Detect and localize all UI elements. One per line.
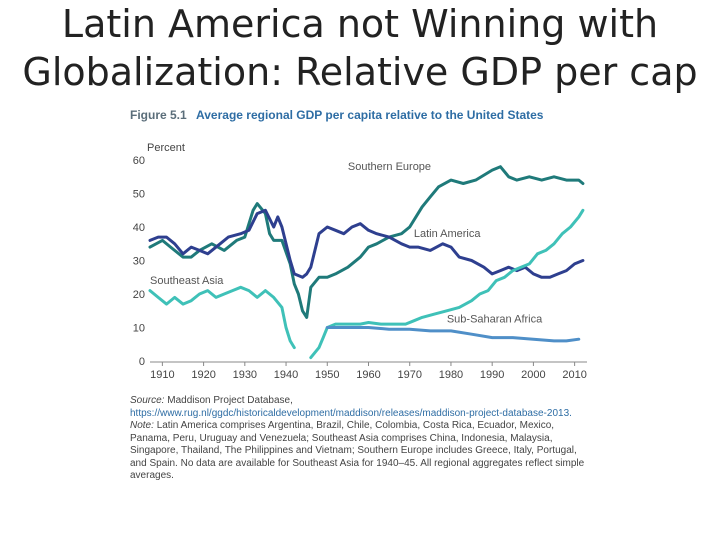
x-tick-label: 1990 bbox=[480, 369, 504, 381]
figure-label: Figure 5.1 bbox=[130, 108, 187, 122]
x-tick-label: 2000 bbox=[521, 369, 545, 381]
y-axis-label: Percent bbox=[147, 142, 185, 154]
series-label-southeast-asia: Southeast Asia bbox=[150, 275, 224, 287]
x-tick-label: 1980 bbox=[439, 369, 463, 381]
source-text: Maddison Project Database, bbox=[167, 395, 293, 406]
series-label-southern-europe: Southern Europe bbox=[348, 161, 431, 173]
figure-header: Figure 5.1 Average regional GDP per capi… bbox=[130, 108, 543, 122]
y-tick-label: 30 bbox=[133, 256, 145, 268]
series-line-southeast-asia bbox=[148, 285, 296, 350]
series-line-sub-saharan-africa bbox=[325, 326, 581, 343]
series-line-latin-america bbox=[148, 208, 585, 279]
note-label: Note: bbox=[130, 420, 154, 431]
x-tick-label: 1920 bbox=[191, 369, 215, 381]
figure-title: Average regional GDP per capita relative… bbox=[196, 108, 544, 122]
y-tick-label: 10 bbox=[133, 323, 145, 335]
x-tick-label: 1960 bbox=[356, 369, 380, 381]
source-link[interactable]: https://www.rug.nl/ggdc/historicaldevelo… bbox=[130, 407, 572, 419]
source-line: Source: Maddison Project Database, https… bbox=[130, 395, 590, 420]
series-label-latin-america: Latin America bbox=[414, 228, 482, 240]
x-tick-label: 2010 bbox=[562, 369, 586, 381]
y-tick-label: 0 bbox=[139, 356, 145, 368]
y-tick-label: 40 bbox=[133, 222, 145, 234]
x-tick-label: 1950 bbox=[315, 369, 339, 381]
series-line-southeast-asia bbox=[309, 208, 585, 360]
series-line-southern-europe bbox=[148, 165, 585, 319]
x-tick-label: 1910 bbox=[150, 369, 174, 381]
slide-title-line-2: Globalization: Relative GDP per cap bbox=[22, 50, 698, 94]
series-label-sub-saharan-africa: Sub-Saharan Africa bbox=[447, 313, 543, 325]
note-line: Note: Latin America comprises Argentina,… bbox=[130, 420, 590, 483]
y-tick-label: 20 bbox=[133, 289, 145, 301]
source-label: Source: bbox=[130, 395, 165, 406]
x-tick-label: 1940 bbox=[274, 369, 298, 381]
y-tick-label: 50 bbox=[133, 189, 145, 201]
slide-title: Latin America not Winning with Globaliza… bbox=[0, 0, 720, 96]
x-tick-label: 1930 bbox=[233, 369, 257, 381]
y-tick-label: 60 bbox=[133, 155, 145, 167]
slide-title-line-1: Latin America not Winning with bbox=[61, 2, 659, 46]
note-text: Latin America comprises Argentina, Brazi… bbox=[130, 420, 585, 481]
x-tick-label: 1970 bbox=[397, 369, 421, 381]
figure-source-note: Source: Maddison Project Database, https… bbox=[130, 395, 590, 483]
